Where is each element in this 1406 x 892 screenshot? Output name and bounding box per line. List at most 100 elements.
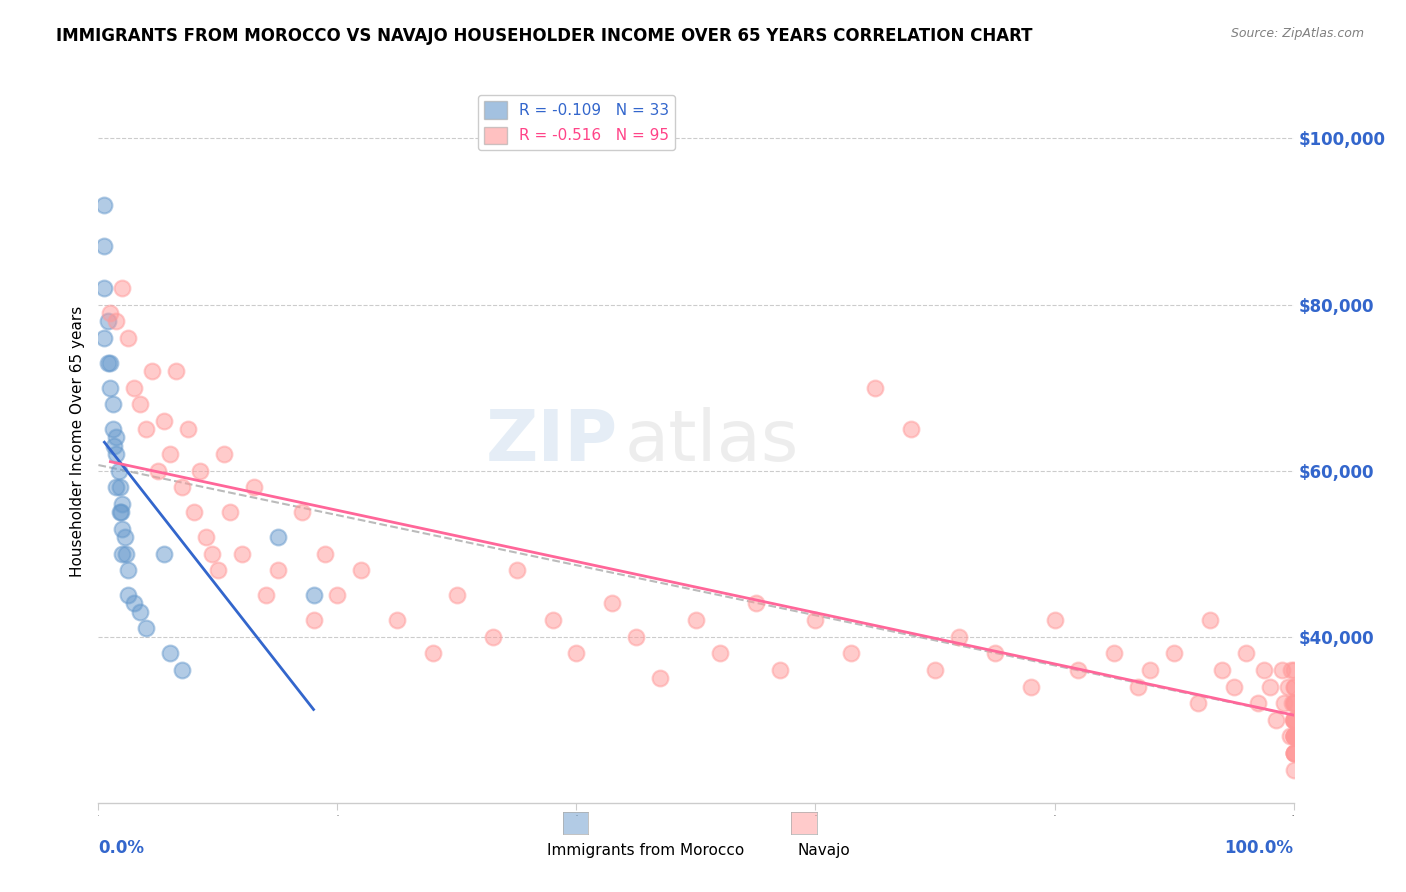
Point [1264,713,1286,727]
Point [177,422,200,436]
Point [482,630,505,644]
Point [188,464,211,478]
Point [541,613,564,627]
Point [97,314,120,328]
Point [565,646,588,660]
Point [105,430,128,444]
Point [117,588,139,602]
Point [924,663,946,677]
Point [1282,730,1305,744]
Point [129,605,152,619]
Point [111,281,134,295]
Point [1278,730,1301,744]
Point [841,646,863,660]
Point [98,356,122,370]
Point [1282,713,1305,727]
Point [1253,663,1275,677]
Point [124,597,146,611]
Point [148,464,170,478]
Point [1282,713,1305,727]
Point [1271,663,1294,677]
Point [1282,680,1305,694]
Point [212,447,235,461]
Point [1272,696,1295,710]
Point [1282,730,1305,744]
Point [101,422,124,436]
Point [108,505,131,519]
Point [219,505,242,519]
Point [207,563,229,577]
Point [1277,680,1299,694]
Text: Navajo: Navajo [797,843,851,857]
Point [506,563,529,577]
Point [1282,680,1305,694]
Point [110,505,132,519]
Point [115,547,138,561]
Point [1211,663,1233,677]
Point [422,646,444,660]
Point [93,331,115,345]
Point [1067,663,1090,677]
Point [107,464,129,478]
Point [1104,646,1126,660]
Point [101,397,124,411]
Point [159,447,181,461]
Point [135,621,157,635]
Point [900,422,922,436]
Point [254,588,277,602]
Point [124,380,146,394]
Point [1282,730,1305,744]
Point [350,563,373,577]
Point [984,646,1007,660]
Legend: R = -0.109   N = 33, R = -0.516   N = 95: R = -0.109 N = 33, R = -0.516 N = 95 [478,95,675,150]
Text: ZIP: ZIP [486,407,619,476]
Point [948,630,970,644]
Point [446,588,468,602]
Point [1199,613,1222,627]
Point [141,364,163,378]
Point [302,588,325,602]
Point [326,588,349,602]
Point [111,547,134,561]
Point [315,547,337,561]
Point [1139,663,1161,677]
Point [1163,646,1185,660]
Point [1234,646,1257,660]
Point [1247,696,1270,710]
Point [1282,696,1305,710]
Point [685,613,707,627]
Point [98,306,122,320]
Point [385,613,409,627]
Point [1043,613,1066,627]
Point [745,597,768,611]
Point [865,380,887,394]
Point [804,613,827,627]
Point [1282,730,1305,744]
Point [105,314,128,328]
Point [1282,746,1305,760]
Point [769,663,792,677]
Point [1223,680,1246,694]
Point [93,198,115,212]
Point [626,630,648,644]
Point [1282,713,1305,727]
Point [231,547,253,561]
Point [243,480,266,494]
Point [105,480,128,494]
Point [153,414,176,428]
Point [1187,696,1209,710]
Point [93,281,115,295]
Point [650,671,672,685]
Text: IMMIGRANTS FROM MOROCCO VS NAVAJO HOUSEHOLDER INCOME OVER 65 YEARS CORRELATION C: IMMIGRANTS FROM MOROCCO VS NAVAJO HOUSEH… [56,27,1033,45]
Point [108,480,131,494]
Point [1282,663,1305,677]
Point [1019,680,1042,694]
Point [183,505,205,519]
Point [103,439,125,453]
Text: atlas: atlas [624,407,799,476]
Point [117,331,139,345]
Point [159,646,181,660]
Point [1258,680,1281,694]
Text: 0.0%: 0.0% [98,838,145,857]
Point [602,597,624,611]
